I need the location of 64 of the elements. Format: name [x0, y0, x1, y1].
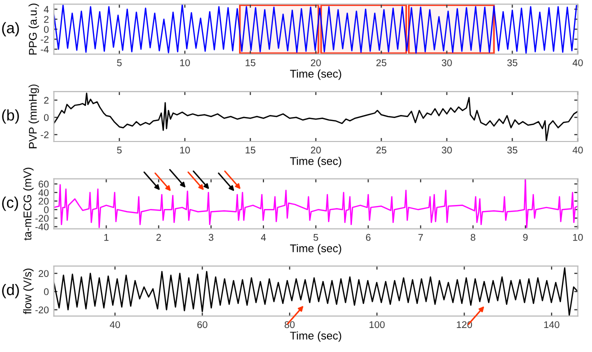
- x-axis-title: Time (sec): [290, 156, 342, 168]
- x-tick-label: 15: [246, 59, 256, 66]
- y-tick-label: 0: [44, 288, 49, 296]
- x-tick-label: 10: [180, 146, 190, 154]
- x-tick-label: 25: [376, 146, 386, 154]
- x-tick-label: 40: [572, 146, 583, 154]
- x-tick-label: 35: [507, 146, 518, 154]
- y-axis-title: ta-mECG (mV): [23, 168, 34, 240]
- y-tick-label: -4: [40, 46, 49, 53]
- y-axis-title: PVP (mmHg): [28, 84, 39, 148]
- x-tick-label: 30: [442, 146, 452, 154]
- x-tick-label: 15: [246, 146, 256, 154]
- text: (c): [2, 196, 18, 211]
- y-axis-title: flow (V/s): [23, 268, 34, 314]
- x-tick-label: 100: [370, 321, 385, 328]
- y-tick-label: 40: [38, 189, 49, 196]
- x-tick-label: 120: [456, 321, 472, 328]
- x-tick-label: 7: [418, 234, 423, 241]
- x-tick-label: 5: [117, 59, 122, 66]
- x-tick-label: 3: [208, 234, 214, 241]
- x-tick-label: 60: [197, 321, 208, 328]
- y-tick-label: -40: [35, 223, 49, 230]
- text: (b): [2, 109, 19, 124]
- x-tick-label: 40: [110, 321, 120, 328]
- y-tick-label: 2: [44, 96, 49, 104]
- x-axis-title: Time (sec): [290, 70, 342, 80]
- x-tick-label: 35: [507, 59, 518, 66]
- x-tick-label: 140: [544, 321, 560, 328]
- x-tick-label: 1: [104, 234, 108, 241]
- line-series: [54, 92, 578, 142]
- x-axis-title: Time (sec): [290, 244, 342, 254]
- y-tick-label: 20: [38, 270, 49, 277]
- line-series: [54, 267, 578, 316]
- y-tick-label: -2: [40, 131, 49, 138]
- x-tick-label: 20: [310, 146, 321, 154]
- y-tick-label: -20: [35, 214, 49, 222]
- line-series: [54, 178, 578, 228]
- x-tick-label: 9: [523, 234, 528, 241]
- x-axis-title: Time (sec): [290, 331, 342, 342]
- x-tick-label: 5: [314, 234, 318, 241]
- x-tick-label: 10: [180, 59, 190, 66]
- x-tick-label: 20: [310, 59, 321, 66]
- y-tick-label: 0: [44, 206, 49, 214]
- text: (d): [2, 284, 19, 298]
- x-tick-label: 4: [260, 234, 266, 241]
- y-tick-label: 0: [44, 26, 49, 33]
- y-axis-title: PPG (a.u.): [28, 4, 39, 55]
- x-tick-label: 5: [117, 146, 122, 154]
- line-series: [54, 4, 578, 54]
- x-tick-label: 2: [156, 234, 161, 241]
- x-tick-label: 25: [376, 59, 386, 66]
- x-tick-label: 30: [442, 59, 452, 66]
- y-tick-label: -2: [40, 36, 49, 43]
- y-tick-label: 2: [44, 16, 49, 23]
- y-tick-label: -20: [35, 306, 49, 314]
- x-tick-label: 8: [470, 234, 476, 241]
- y-tick-label: 0: [44, 114, 49, 121]
- x-tick-label: 40: [572, 59, 583, 66]
- y-tick-label: 60: [38, 180, 49, 188]
- y-tick-label: 4: [44, 6, 49, 13]
- x-tick-label: 6: [366, 234, 370, 241]
- x-tick-label: 10: [573, 234, 583, 241]
- text: (a): [2, 22, 19, 36]
- y-tick-label: 20: [38, 198, 49, 205]
